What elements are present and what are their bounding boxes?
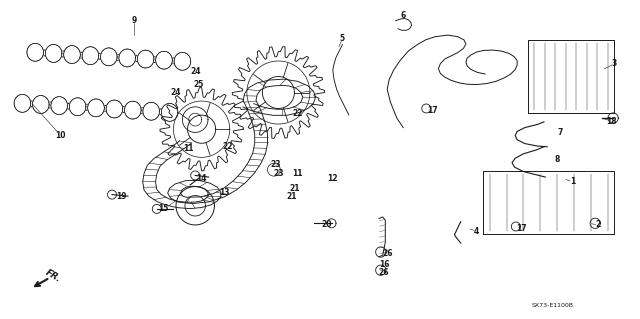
Polygon shape xyxy=(14,94,31,112)
Text: 14: 14 xyxy=(196,174,207,183)
Polygon shape xyxy=(88,99,104,117)
Polygon shape xyxy=(45,44,62,63)
Text: 22: 22 xyxy=(292,109,303,118)
Text: 3: 3 xyxy=(612,59,617,68)
Polygon shape xyxy=(69,98,86,116)
Text: 5: 5 xyxy=(340,34,345,43)
Text: 20: 20 xyxy=(321,220,332,229)
Polygon shape xyxy=(143,102,159,120)
Text: 11: 11 xyxy=(184,144,194,153)
Text: 25: 25 xyxy=(193,80,204,89)
Polygon shape xyxy=(119,49,136,67)
Polygon shape xyxy=(138,50,154,68)
Text: 23: 23 xyxy=(273,169,284,178)
Text: 6: 6 xyxy=(401,11,406,20)
Polygon shape xyxy=(64,46,81,63)
Text: FR.: FR. xyxy=(44,268,62,284)
Polygon shape xyxy=(106,100,123,118)
Text: 8: 8 xyxy=(554,155,559,164)
Polygon shape xyxy=(27,43,44,61)
Polygon shape xyxy=(174,52,191,70)
Text: 16: 16 xyxy=(379,260,389,269)
Text: 23: 23 xyxy=(270,160,280,169)
Polygon shape xyxy=(33,95,49,114)
Text: 2: 2 xyxy=(596,220,601,229)
Text: 7: 7 xyxy=(557,128,563,137)
Polygon shape xyxy=(100,48,117,66)
Polygon shape xyxy=(51,97,68,115)
Text: SX73-E1100B: SX73-E1100B xyxy=(531,303,573,308)
Text: 10: 10 xyxy=(56,131,66,140)
Text: 4: 4 xyxy=(474,227,479,236)
Text: 13: 13 xyxy=(219,189,229,197)
Polygon shape xyxy=(82,47,99,65)
Text: 9: 9 xyxy=(132,16,137,25)
Text: 11: 11 xyxy=(292,169,303,178)
Text: 17: 17 xyxy=(516,224,527,233)
Text: 24: 24 xyxy=(171,88,181,97)
Text: 18: 18 xyxy=(606,117,616,126)
Text: 24: 24 xyxy=(190,67,200,76)
Text: 21: 21 xyxy=(289,184,300,193)
Text: 12: 12 xyxy=(328,174,338,183)
Text: 26: 26 xyxy=(379,268,389,277)
Text: 1: 1 xyxy=(570,177,575,186)
Polygon shape xyxy=(125,101,141,119)
Polygon shape xyxy=(161,103,178,121)
Polygon shape xyxy=(156,51,172,69)
Text: 26: 26 xyxy=(382,249,392,258)
Text: 21: 21 xyxy=(286,192,296,201)
Text: 19: 19 xyxy=(116,192,127,201)
Text: 22: 22 xyxy=(222,142,232,151)
Text: 17: 17 xyxy=(427,106,437,115)
Text: 15: 15 xyxy=(158,204,168,213)
